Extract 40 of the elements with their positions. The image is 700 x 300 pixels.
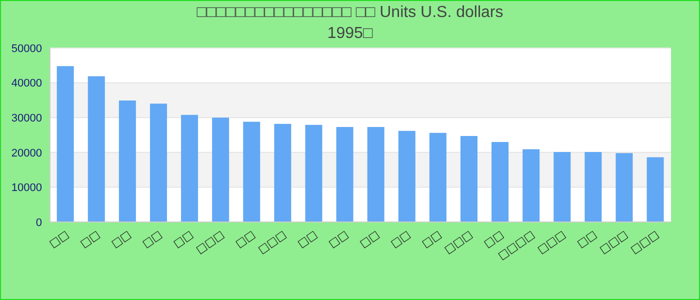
x-tick-label: □□ — [388, 228, 413, 250]
bar — [212, 118, 230, 222]
chart-subtitle: 1995□ — [326, 25, 374, 43]
x-tick-label: □□ — [78, 228, 102, 250]
x-tick-label: □□ — [574, 228, 600, 250]
bar — [367, 126, 384, 222]
y-tick-label: 10000 — [11, 182, 42, 194]
bar — [305, 124, 322, 222]
x-tick-label: □□ — [170, 228, 196, 250]
y-tick-label: 20000 — [11, 147, 42, 160]
x-tick-label: □□ — [295, 228, 320, 250]
bar — [398, 130, 416, 222]
bar — [492, 142, 509, 222]
bar — [56, 66, 74, 222]
chart-title: □□□□□□□□□□□□□□□□ □□ Units U.S. dollars — [196, 4, 504, 22]
bar — [181, 114, 198, 222]
x-tick-label: □□ — [233, 228, 258, 250]
x-tick-label: □□ — [108, 228, 134, 250]
bar — [522, 149, 540, 222]
bar — [616, 153, 633, 222]
y-tick-label: 50000 — [11, 42, 42, 55]
bar — [584, 152, 602, 222]
bar — [429, 132, 446, 222]
bar — [460, 136, 478, 222]
bar — [274, 124, 292, 222]
x-tick-label: □□ — [46, 228, 72, 250]
bar — [150, 104, 167, 222]
bar — [336, 126, 354, 222]
y-tick-label: 30000 — [11, 112, 42, 125]
y-tick-label: 40000 — [11, 78, 42, 90]
x-tick-label: □□ — [419, 228, 444, 250]
x-tick-label: □□ — [357, 228, 382, 250]
bar — [646, 157, 664, 222]
x-tick-label: □□ — [140, 228, 164, 250]
bar — [243, 122, 260, 222]
y-tick-label: 0 — [36, 216, 42, 229]
x-tick-label: □□ — [326, 228, 351, 250]
bar — [118, 100, 136, 222]
bar — [88, 76, 105, 222]
bar — [554, 152, 571, 222]
